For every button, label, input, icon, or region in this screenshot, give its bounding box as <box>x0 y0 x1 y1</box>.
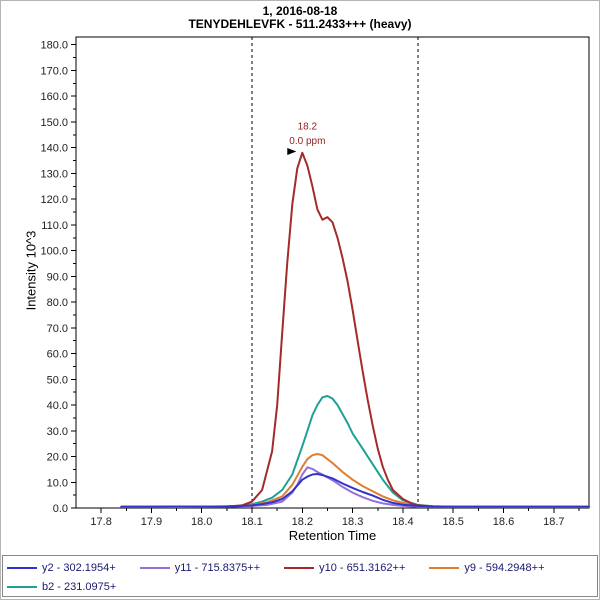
x-tick-label: 18.2 <box>292 516 313 528</box>
legend-label: y9 - 594.2948++ <box>464 561 545 574</box>
legend-swatch-y11 <box>139 566 170 569</box>
y-tick-label: 120.0 <box>40 194 68 206</box>
x-tick-label: 18.3 <box>342 516 363 528</box>
y-tick-label: 60.0 <box>47 349 68 361</box>
x-tick-label: 18.7 <box>543 516 564 528</box>
peak-arrow-icon <box>287 148 297 156</box>
x-tick-label: 18.1 <box>241 516 262 528</box>
legend-label: y11 - 715.8375++ <box>174 561 261 574</box>
series-line-y10 <box>120 151 590 508</box>
y-tick-label: 0.0 <box>53 503 68 515</box>
y-tick-label: 50.0 <box>47 374 68 386</box>
peak-rt-label[interactable]: 18.2 <box>298 122 318 133</box>
legend-item-y11: y11 - 715.8375++ <box>139 561 261 574</box>
series-line-y11 <box>120 466 590 508</box>
chart-title: 1, 2016-08-18 <box>262 4 338 18</box>
x-tick-label: 17.9 <box>141 516 162 528</box>
x-tick-label: 18.0 <box>191 516 212 528</box>
legend-swatch-y9 <box>429 566 460 569</box>
series-line-y2 <box>120 473 590 508</box>
y-tick-label: 160.0 <box>40 91 68 103</box>
legend-swatch-b2 <box>7 585 37 588</box>
legend-label: b2 - 231.0975+ <box>42 580 117 593</box>
x-axis-label: Retention Time <box>288 528 377 543</box>
x-tick-label: 18.6 <box>493 516 514 528</box>
legend-item-b2: b2 - 231.0975+ <box>7 581 116 593</box>
y-axis-label: Intensity 10^3 <box>23 230 39 311</box>
legend-item-y2: y2 - 302.1954+ <box>7 562 116 574</box>
y-tick-label: 180.0 <box>40 40 68 52</box>
legend: y2 - 302.1954+ y11 - 715.8375++ y10 - 651.… <box>2 555 598 597</box>
legend-label: y2 - 302.1954+ <box>42 561 116 574</box>
legend-swatch-y10 <box>284 566 315 569</box>
legend-swatch-y2 <box>7 566 37 569</box>
y-tick-label: 110.0 <box>41 220 68 232</box>
y-tick-label: 90.0 <box>47 271 68 283</box>
chart-subtitle: TENYDEHLEVFK - 511.2433+++ (heavy) <box>188 17 412 31</box>
legend-label: y10 - 651.3162++ <box>319 561 406 574</box>
legend-row: y2 - 302.1954+ y11 - 715.8375++ y10 - 651.… <box>7 558 593 577</box>
x-tick-label: 17.8 <box>90 516 111 528</box>
y-tick-label: 10.0 <box>47 477 68 489</box>
y-tick-label: 70.0 <box>47 323 68 335</box>
x-tick-label: 18.4 <box>392 516 413 528</box>
series-line-b2 <box>120 395 590 508</box>
y-tick-label: 100.0 <box>40 246 68 258</box>
legend-item-y9: y9 - 594.2948++ <box>429 561 545 574</box>
chromatogram-plot[interactable]: 17.8 17.9 18.0 18.1 18.2 18.3 18.4 18.5 18.6 18.7… <box>1 1 599 555</box>
y-tick-label: 30.0 <box>47 426 68 438</box>
y-tick-label: 150.0 <box>40 117 68 129</box>
legend-row: b2 - 231.0975+ <box>7 577 593 596</box>
series-line-y9 <box>120 453 590 508</box>
plot-frame <box>75 36 590 509</box>
y-tick-label: 80.0 <box>47 297 68 309</box>
y-tick-label: 40.0 <box>47 400 68 412</box>
x-tick-label: 18.5 <box>442 516 463 528</box>
peak-ppm-label[interactable]: 0.0 ppm <box>289 136 325 147</box>
y-tick-label: 170.0 <box>40 65 68 77</box>
y-tick-label: 140.0 <box>40 143 68 155</box>
y-tick-label: 20.0 <box>47 452 68 464</box>
legend-item-y10: y10 - 651.3162++ <box>284 562 405 574</box>
y-tick-label: 130.0 <box>40 168 68 180</box>
